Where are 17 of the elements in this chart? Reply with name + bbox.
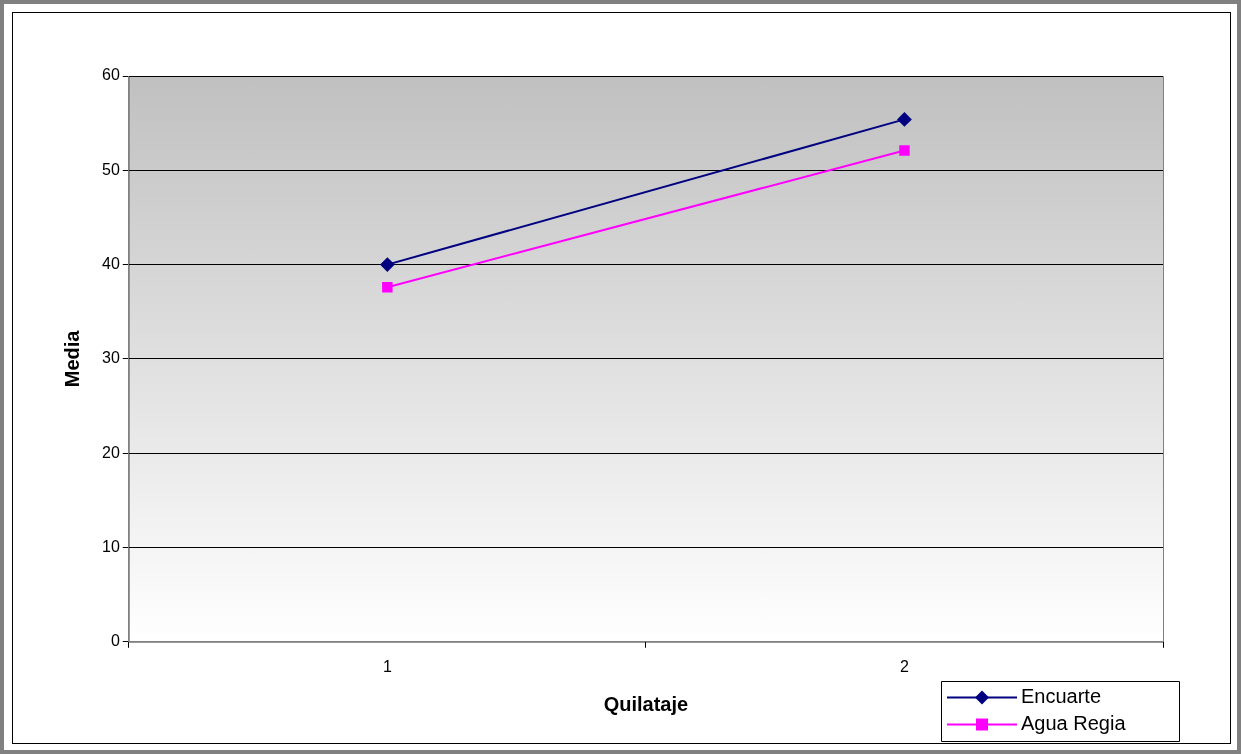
point [899, 145, 910, 156]
y-tick-label: 10 [102, 537, 120, 555]
y-tick-label: 30 [102, 349, 120, 367]
point [382, 281, 393, 293]
y-tick-label: 40 [102, 255, 120, 273]
y-tick-label: 50 [102, 160, 120, 178]
y-tick-label: 60 [102, 66, 120, 84]
x-axis-title: Quilataje [603, 692, 689, 715]
x-tick-label: 2 [900, 657, 909, 675]
y-tick-label: 20 [102, 443, 120, 461]
y-tick-label: 0 [110, 632, 120, 650]
legend-label: Encuarte [1021, 685, 1102, 708]
x-tick-label: 1 [382, 657, 392, 675]
legend-label: Agua Regia [1021, 712, 1127, 735]
point [380, 257, 395, 272]
point [897, 112, 912, 127]
y-axis-title: Media [60, 329, 83, 388]
